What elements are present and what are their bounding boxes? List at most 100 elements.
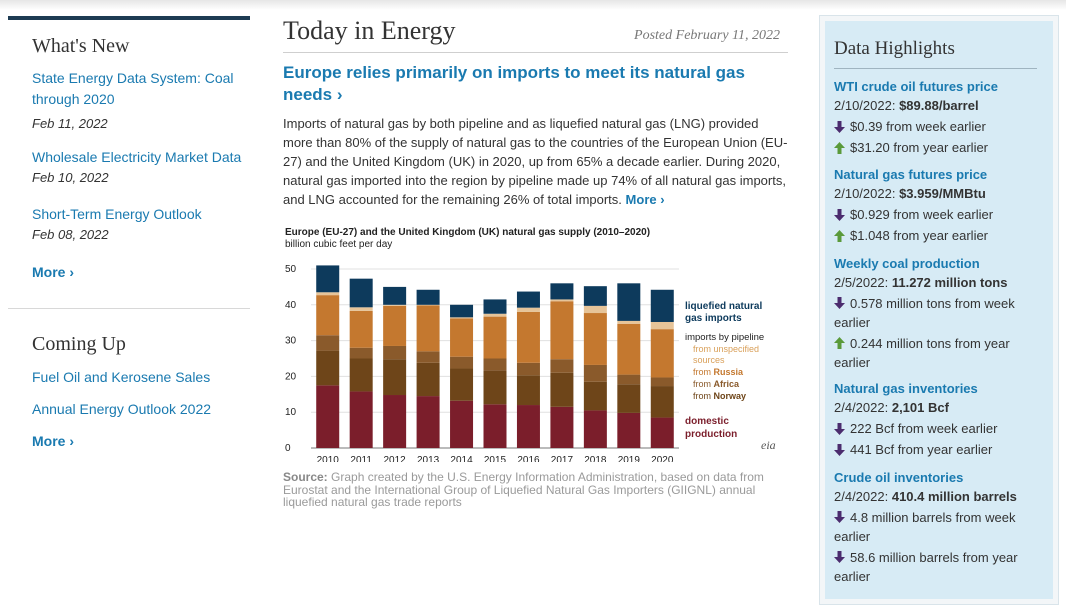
x-tick-label: 2019 — [618, 455, 641, 462]
x-tick-label: 2012 — [384, 455, 407, 462]
y-tick-label: 0 — [285, 443, 291, 454]
x-tick-label: 2018 — [584, 455, 607, 462]
bar-segment — [349, 391, 373, 448]
bar-segment — [617, 323, 641, 375]
metric-change-text: $0.929 from week earlier — [850, 207, 994, 222]
coming-up-link-1[interactable]: Fuel Oil and Kerosene Sales — [32, 369, 211, 385]
metric-title-link[interactable]: Weekly coal production — [834, 256, 980, 271]
metric-change-text: 0.578 million tons from week earlier — [834, 296, 1015, 330]
metric-change-text: 58.6 million barrels from year earlier — [834, 550, 1018, 584]
article-headline-link[interactable]: Europe relies primarily on imports to me… — [283, 63, 745, 104]
legend-africa: from Africa — [693, 379, 740, 389]
bar-segment — [316, 295, 340, 336]
bar-segment — [316, 335, 340, 351]
bar-segment — [583, 410, 607, 448]
bar-segment — [349, 278, 373, 308]
x-tick-label: 2015 — [484, 455, 507, 462]
bar-segment — [383, 359, 407, 396]
metric-value: $3.959/MMBtu — [899, 186, 986, 201]
metric-title-link[interactable]: Crude oil inventories — [834, 470, 964, 485]
bar-segment — [416, 289, 440, 305]
y-axis-ticks: 0 10 20 30 40 50 — [285, 264, 297, 454]
metric-change-text: $1.048 from year earlier — [850, 228, 989, 243]
bar-segment — [316, 265, 340, 293]
metric-title-link[interactable]: Natural gas inventories — [834, 381, 978, 396]
bar-segment — [416, 304, 440, 306]
bar-segment — [349, 347, 373, 359]
bar-segment — [483, 404, 507, 448]
metric-value-line: 2/4/2022: 2,101 Bcf — [834, 398, 1039, 417]
bar-segment — [483, 313, 507, 317]
x-tick-label: 2010 — [317, 455, 340, 462]
bar-segment — [416, 362, 440, 397]
bar-segment — [483, 370, 507, 405]
data-highlights-box — [825, 21, 1053, 599]
whats-new-link-2[interactable]: Wholesale Electricity Market Data — [32, 149, 242, 165]
metric-change-text: 222 Bcf from week earlier — [850, 421, 998, 436]
metric-wti: WTI crude oil futures price 2/10/2022: $… — [834, 78, 1039, 157]
metric-value: 11.272 million tons — [891, 275, 1008, 290]
chart-subtitle: billion cubic feet per day — [285, 239, 392, 250]
metric-date: 2/10/2022: — [834, 186, 896, 201]
legend-domestic-line1: domestic — [685, 416, 729, 427]
metric-title-link[interactable]: WTI crude oil futures price — [834, 79, 998, 94]
legend-unspecified-line1: from unspecified — [693, 344, 759, 354]
x-tick-label: 2011 — [350, 455, 372, 462]
bar-segment — [583, 313, 607, 365]
coming-up-more-link[interactable]: More › — [32, 433, 74, 449]
bar-segment — [550, 406, 574, 448]
data-highlights-rule — [834, 68, 1037, 69]
whats-new-link-3[interactable]: Short-Term Energy Outlook — [32, 206, 202, 222]
metric-title-link[interactable]: Natural gas futures price — [834, 167, 988, 182]
metric-value-line: 2/5/2022: 11.272 million tons — [834, 273, 1039, 292]
bar-segment — [450, 400, 474, 448]
metric-change-row: 0.244 million tons from year earlier — [834, 334, 1039, 372]
bar-segment — [483, 358, 507, 371]
bar-segment — [516, 375, 540, 406]
bar-segment — [516, 362, 540, 376]
bar-segment — [349, 307, 373, 311]
bar-segment — [516, 311, 540, 363]
bar-segment — [516, 405, 540, 448]
metric-change-text: $0.39 from week earlier — [850, 119, 986, 134]
bar-segment — [650, 386, 674, 418]
bar-segment — [617, 283, 641, 321]
metric-value: 2,101 Bcf — [891, 400, 949, 415]
supply-chart: Europe (EU-27) and the United Kingdom (U… — [283, 222, 788, 466]
bar-segment — [617, 374, 641, 385]
x-axis-ticks: 2010 2011 2012 2013 2014 2015 2016 2017 2018 2019… — [317, 455, 674, 466]
down-arrow-icon — [834, 209, 845, 221]
whats-new-link-1[interactable]: State Energy Data System: Coal through 2… — [32, 70, 234, 107]
title-rule — [283, 52, 788, 53]
source-label: Source: — [283, 470, 328, 484]
y-tick-label: 40 — [285, 300, 297, 311]
section-title: Today in Energy — [283, 16, 456, 45]
top-shadow — [0, 0, 1066, 10]
coming-up-link-2[interactable]: Annual Energy Outlook 2022 — [32, 401, 212, 417]
bar-segment — [450, 318, 474, 357]
metric-change-row: 441 Bcf from year earlier — [834, 440, 1039, 459]
metric-value: $89.88/barrel — [899, 98, 979, 113]
bar-segment — [650, 329, 674, 378]
article-more-link[interactable]: More › — [625, 192, 665, 207]
down-arrow-icon — [834, 423, 845, 435]
bar-segment — [383, 305, 407, 346]
bar-segment — [483, 316, 507, 359]
bar-segment — [450, 368, 474, 401]
whats-new-date-2: Feb 10, 2022 — [32, 170, 109, 185]
top-bar — [8, 16, 250, 20]
metric-natgas-price: Natural gas futures price 2/10/2022: $3.… — [834, 166, 1039, 245]
posted-date: Posted February 11, 2022 — [634, 28, 780, 43]
bar-segment — [650, 321, 674, 330]
bar-segment — [416, 305, 440, 352]
legend-lng-line2: gas imports — [685, 313, 742, 324]
bar-segment — [416, 396, 440, 448]
bar-segment — [450, 304, 474, 318]
up-arrow-icon — [834, 142, 845, 154]
whats-new-more-link[interactable]: More › — [32, 264, 74, 280]
metric-value: 410.4 million barrels — [891, 489, 1017, 504]
metric-natgas-inventories: Natural gas inventories 2/4/2022: 2,101 … — [834, 380, 1039, 459]
y-tick-label: 10 — [285, 407, 297, 418]
x-tick-label: 2017 — [551, 455, 574, 462]
bar-segment — [316, 385, 340, 448]
